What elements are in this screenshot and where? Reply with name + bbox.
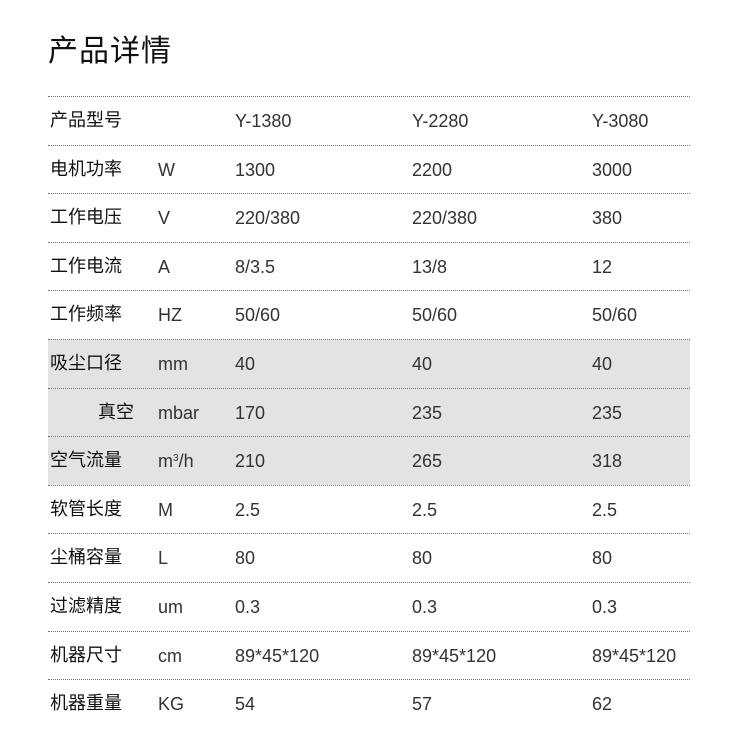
cell-value: 50/60 (412, 305, 458, 326)
cell-value: 265 (412, 451, 443, 472)
cell-value: 50/60 (235, 305, 281, 326)
cell-value: 3000 (592, 159, 633, 180)
cell-value: 8/3.5 (235, 256, 276, 277)
row-label: 吸尘口径 (50, 352, 122, 374)
cell-value: 380 (592, 208, 623, 229)
row-unit: mbar (158, 402, 200, 423)
table-row: 机器尺寸 cm 89*45*120 89*45*120 89*45*120 (48, 630, 690, 680)
cell-value: 2200 (412, 159, 453, 180)
cell-value: 0.3 (412, 596, 438, 617)
cell-value: 235 (592, 402, 623, 423)
row-unit: um (158, 596, 184, 617)
cell-value: 40 (412, 353, 433, 374)
row-unit: M (158, 499, 173, 520)
row-label: 尘桶容量 (50, 547, 122, 569)
row-unit: cm (158, 645, 182, 666)
row-label: 工作电流 (50, 255, 122, 277)
table-row: 真空 mbar 170 235 235 (48, 387, 690, 437)
cell-value: 40 (235, 353, 256, 374)
cell-value: 210 (235, 451, 266, 472)
row-unit: A (158, 256, 171, 277)
table-row: 尘桶容量 L 80 80 80 (48, 533, 690, 582)
row-unit: m3/h (158, 451, 194, 472)
cell-value: 50/60 (592, 305, 638, 326)
row-label: 过滤精度 (50, 595, 122, 617)
cell-value: 80 (592, 548, 613, 569)
cell-value: 89*45*120 (412, 645, 497, 666)
cell-value: 220/380 (235, 208, 301, 229)
cell-value: Y-3080 (592, 111, 649, 131)
row-label: 工作电压 (50, 207, 122, 229)
cell-value: 89*45*120 (592, 645, 677, 666)
row-label: 产品型号 (50, 110, 122, 131)
cell-value: 2.5 (592, 499, 618, 520)
table-row: 产品型号 Y-1380 Y-2280 Y-3080 (48, 96, 690, 145)
cell-value: 0.3 (592, 596, 618, 617)
cell-value: 57 (412, 694, 433, 715)
table-row: 工作电流 A 8/3.5 13/8 12 (48, 241, 690, 291)
spec-table: 产品型号 Y-1380 Y-2280 Y-3080 电机功率 W 1300 2200 3000 工… (48, 96, 690, 728)
cell-value: Y-2280 (412, 111, 469, 131)
table-row: 机器重量 KG 54 57 62 (48, 679, 690, 728)
table-row: 空气流量 m3/h 210 265 318 (48, 436, 690, 485)
cell-value: 220/380 (412, 208, 478, 229)
row-label: 机器尺寸 (50, 644, 122, 666)
cell-value: 1300 (235, 159, 276, 180)
row-label: 空气流量 (50, 450, 122, 472)
cell-value: 235 (412, 402, 443, 423)
table-row: 工作频率 HZ 50/60 50/60 50/60 (48, 290, 690, 339)
table-row: 吸尘口径 mm 40 40 40 (48, 338, 690, 388)
cell-value: 0.3 (235, 596, 261, 617)
row-label: 工作频率 (50, 304, 122, 326)
row-unit: V (158, 208, 171, 229)
cell-value: 13/8 (412, 256, 448, 277)
cell-value: 89*45*120 (235, 645, 320, 666)
table-row: 电机功率 W 1300 2200 3000 (48, 144, 690, 194)
row-unit: KG (158, 694, 185, 715)
table-row: 过滤精度 um 0.3 0.3 0.3 (48, 581, 690, 631)
cell-value: 170 (235, 402, 266, 423)
cell-value: 80 (412, 548, 433, 569)
row-unit: mm (158, 353, 188, 374)
cell-value: 2.5 (412, 499, 438, 520)
row-unit: W (158, 159, 175, 180)
table-row: 软管长度 M 2.5 2.5 2.5 (48, 484, 690, 534)
row-label: 真空 (98, 401, 134, 423)
cell-value: Y-1380 (235, 111, 292, 131)
cell-value: 2.5 (235, 499, 261, 520)
cell-value: 62 (592, 694, 613, 715)
cell-value: 54 (235, 694, 256, 715)
row-unit: L (158, 548, 169, 569)
row-label: 软管长度 (50, 498, 122, 520)
row-unit: HZ (158, 305, 182, 326)
row-label: 机器重量 (50, 693, 122, 715)
table-row: 工作电压 V 220/380 220/380 380 (48, 193, 690, 242)
cell-value: 80 (235, 548, 256, 569)
cell-value: 12 (592, 256, 613, 277)
cell-value: 40 (592, 353, 613, 374)
page-title: 产品详情 (48, 34, 172, 69)
cell-value: 318 (592, 451, 623, 472)
row-label: 电机功率 (50, 158, 122, 180)
